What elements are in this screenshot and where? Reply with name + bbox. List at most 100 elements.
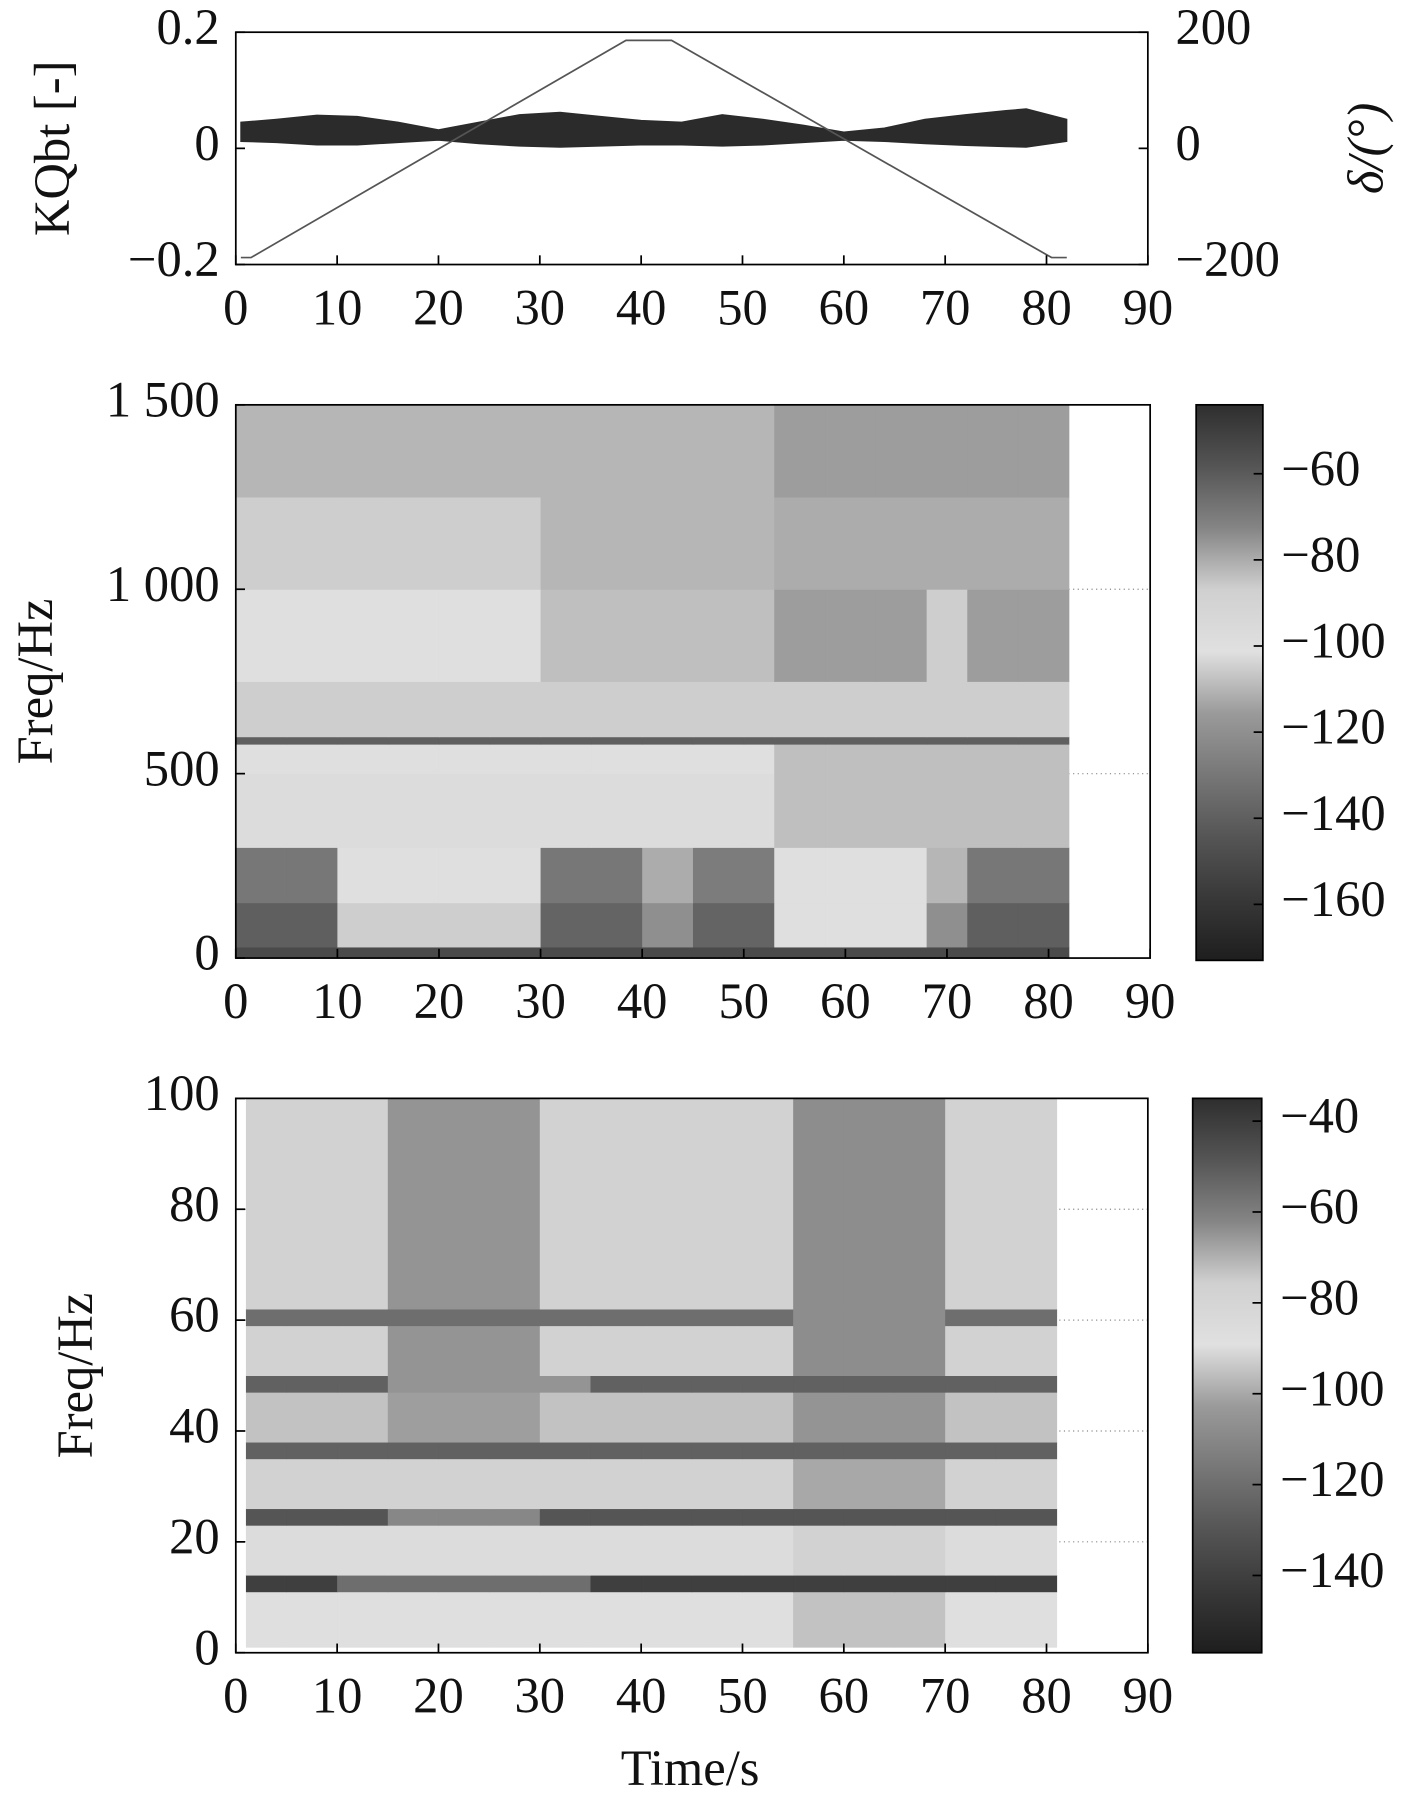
- colorbar-tick-label: −160: [1281, 871, 1385, 927]
- heatmap-cell: [245, 1375, 287, 1393]
- heatmap-cell: [337, 681, 389, 738]
- x-tick-label: 0: [223, 973, 248, 1029]
- heatmap-cell: [945, 1325, 997, 1377]
- heatmap-cell: [337, 736, 389, 745]
- x-tick-label: 20: [413, 279, 464, 335]
- heatmap-cell: [894, 1575, 946, 1593]
- heatmap-cell: [489, 1375, 541, 1393]
- heatmap-cell: [337, 1458, 389, 1510]
- heatmap-cell: [591, 497, 643, 590]
- heatmap-cell: [1018, 404, 1070, 498]
- heatmap-cell: [540, 497, 592, 590]
- heatmap-cell: [945, 1392, 997, 1443]
- heatmap-cell: [774, 681, 826, 738]
- y-tick-label: 1 500: [106, 371, 220, 427]
- heatmap-cell: [945, 1591, 997, 1648]
- heatmap-cell: [590, 1098, 642, 1310]
- y-tick-label: 0: [194, 925, 219, 981]
- heatmap-cell: [387, 1458, 439, 1510]
- heatmap-cell: [286, 736, 338, 745]
- heatmap-cell: [438, 1375, 490, 1393]
- heatmap-cell: [894, 1442, 946, 1460]
- heatmap-cell: [388, 847, 440, 904]
- heatmap-cell: [894, 1392, 946, 1443]
- heatmap-cell: [875, 902, 928, 948]
- y-tick-label: 40: [169, 1398, 220, 1454]
- heatmap-cell: [691, 1525, 743, 1576]
- heatmap-cell: [642, 902, 694, 948]
- heatmap-cell: [691, 1098, 743, 1310]
- heatmap-cell: [591, 744, 643, 775]
- heatmap-cell: [995, 1508, 1058, 1526]
- heatmap-cell: [489, 497, 542, 590]
- heatmap-cell: [245, 1325, 287, 1377]
- heatmap-cell: [540, 902, 592, 948]
- heatmap-cell: [926, 497, 968, 590]
- heatmap-cell: [245, 1591, 287, 1648]
- heatmap-cell: [743, 589, 775, 682]
- heatmap-cell: [235, 773, 288, 848]
- heatmap-cell: [742, 1375, 794, 1393]
- heatmap-cell: [286, 1458, 338, 1510]
- heatmap-cell: [967, 902, 1019, 948]
- heatmap-cell: [286, 946, 338, 959]
- heatmap-cell: [843, 1098, 895, 1310]
- heatmap-cell: [438, 1575, 490, 1593]
- heatmap-cell: [337, 1098, 389, 1310]
- heatmap-cell: [894, 1309, 946, 1327]
- heatmap-cell: [691, 1458, 743, 1510]
- heatmap-cell: [590, 1458, 642, 1510]
- heatmap-cell: [774, 497, 826, 590]
- heatmap-cell: [967, 773, 1019, 848]
- heatmap-cell: [245, 1525, 287, 1576]
- heatmap-cell: [387, 1375, 439, 1393]
- heatmap-cell: [286, 773, 338, 848]
- heatmap-cell: [793, 1392, 845, 1443]
- heatmap-cell: [337, 946, 389, 959]
- heatmap-cell: [489, 1309, 541, 1327]
- heatmap-cell: [692, 589, 745, 682]
- heatmap-cell: [539, 1575, 591, 1593]
- colorbar-tick-label: −60: [1281, 440, 1360, 496]
- heatmap-cell: [337, 1525, 389, 1576]
- heatmap-cell: [245, 1442, 287, 1460]
- x-tick-label: 40: [616, 279, 667, 335]
- heatmap-cell: [692, 404, 745, 498]
- heatmap-cell: [641, 1375, 693, 1393]
- heatmap-cell: [337, 744, 389, 775]
- heatmap-cell: [489, 1525, 541, 1576]
- x-tick-label: 80: [1021, 279, 1072, 335]
- heatmap-cell: [793, 1375, 845, 1393]
- heatmap-cell: [825, 681, 877, 738]
- heatmap-cell: [286, 1442, 338, 1460]
- plot-frame: [234, 403, 1152, 959]
- heatmap-cell: [438, 1525, 490, 1576]
- heatmap-cell: [337, 1591, 389, 1648]
- heatmap-cell: [843, 1375, 895, 1393]
- heatmap-cell: [894, 1325, 946, 1377]
- heatmap-cell: [539, 1098, 591, 1310]
- heatmap-cell: [825, 946, 877, 959]
- heatmap-cell: [539, 1508, 591, 1526]
- heatmap-cell: [692, 847, 745, 904]
- x-tick-label: 30: [515, 279, 566, 335]
- y2-tick-label: 200: [1175, 0, 1251, 55]
- heatmap-cell: [642, 773, 694, 848]
- heatmap-cell: [337, 1442, 389, 1460]
- heatmap-cell: [489, 736, 542, 745]
- heatmap-cell: [591, 902, 643, 948]
- heatmap-cell: [642, 404, 694, 498]
- heatmap-cell: [691, 1325, 743, 1377]
- heatmap-cell: [235, 946, 288, 959]
- heatmap-cell: [489, 847, 542, 904]
- x-tick-label: 80: [1021, 1668, 1072, 1724]
- heatmap-cell: [967, 404, 1019, 498]
- heatmap-cell: [1018, 847, 1070, 904]
- heatmap-cell: [286, 1392, 338, 1443]
- subplot: −140 −120 −100 −80 −60 −40 0 10 20 30 40 50 60 70 80 90…: [47, 1065, 1384, 1796]
- y-tick-label: 0: [194, 115, 219, 171]
- heatmap-cell: [245, 1098, 287, 1310]
- heatmap-cell: [926, 681, 968, 738]
- heatmap-cell: [489, 1575, 541, 1593]
- heatmap-cell: [438, 1442, 490, 1460]
